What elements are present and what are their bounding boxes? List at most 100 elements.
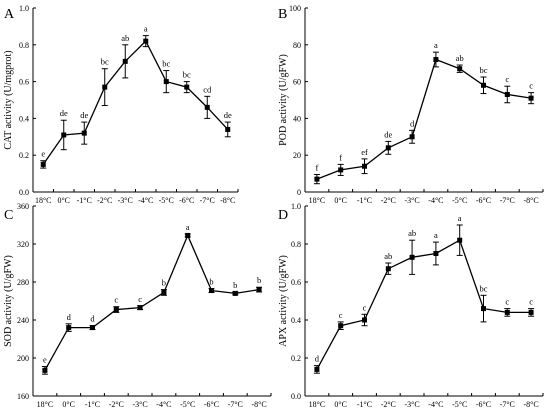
x-tick-label: -4°C xyxy=(428,400,443,409)
data-point xyxy=(504,91,510,97)
x-tick-label: 0°C xyxy=(334,400,347,409)
x-tick-label: -3°C xyxy=(132,400,147,409)
significance-label: a xyxy=(434,230,438,240)
x-tick-label: -6°C xyxy=(476,196,491,205)
data-point xyxy=(314,366,320,372)
x-tick-label: -8°C xyxy=(523,196,538,205)
panel-letter: D xyxy=(278,208,288,223)
significance-label: bc xyxy=(101,57,109,67)
panel-d: D 0.0 0.2 0.4 0.6 0.8 1.0 18°C 0°C -1°C -2°C -3°C -4… xyxy=(278,202,544,409)
significance-label: ab xyxy=(121,33,129,43)
x-tick-label: -7°C xyxy=(200,196,215,205)
significance-label: c xyxy=(529,81,533,91)
data-point xyxy=(66,325,72,331)
y-tick-label: 80 xyxy=(293,41,301,50)
data-point xyxy=(161,289,167,295)
data-point xyxy=(81,130,87,136)
x-tick-label: 18°C xyxy=(35,196,52,205)
x-tick-label: -2°C xyxy=(381,196,396,205)
y-tick-label: 0.8 xyxy=(19,41,29,50)
y-tick-label: 240 xyxy=(17,316,29,325)
data-point xyxy=(362,317,367,323)
significance-label: de xyxy=(224,110,232,120)
x-tick-label: -7°C xyxy=(500,196,515,205)
y-tick-label: 20 xyxy=(293,151,301,160)
data-point xyxy=(204,104,210,110)
significance-label: d xyxy=(90,314,95,324)
significance-label: ab xyxy=(384,251,392,261)
y-tick-label: 0.0 xyxy=(19,188,29,197)
data-point xyxy=(113,307,119,313)
y-tick-label: 1.0 xyxy=(19,4,29,13)
data-point xyxy=(225,126,231,132)
significance-label: a xyxy=(186,222,190,232)
x-tick-label: 0°C xyxy=(334,196,347,205)
y-tick-label: 1.0 xyxy=(291,202,301,211)
x-tick-label: -6°C xyxy=(179,196,194,205)
x-tick-label: 0°C xyxy=(62,400,75,409)
significance-label: e xyxy=(43,355,47,365)
significance-label: bc xyxy=(479,283,487,293)
significance-label: f xyxy=(339,152,342,162)
x-tick-label: -8°C xyxy=(220,196,235,205)
data-point xyxy=(385,145,391,151)
significance-label: e xyxy=(41,149,45,159)
data-point xyxy=(40,161,46,167)
significance-label: bc xyxy=(162,59,170,69)
x-tick-label: 18°C xyxy=(309,400,326,409)
data-point xyxy=(385,266,391,272)
y-tick-label: 60 xyxy=(293,78,301,87)
y-tick-label: 160 xyxy=(17,392,29,401)
y-tick-label: 0.8 xyxy=(291,240,301,249)
significance-label: ab xyxy=(408,228,416,238)
data-point xyxy=(338,167,344,173)
data-point xyxy=(42,367,48,373)
significance-label: a xyxy=(144,24,148,34)
y-axis-title: POD activity (U/gFW) xyxy=(278,54,289,146)
significance-label: b xyxy=(233,280,237,290)
x-tick-label: -1°C xyxy=(85,400,100,409)
y-tick-label: 360 xyxy=(17,202,29,211)
data-point xyxy=(481,82,486,88)
y-tick-label: 40 xyxy=(293,114,301,123)
x-tick-label: -4°C xyxy=(156,400,171,409)
x-tick-label: -2°C xyxy=(381,400,396,409)
significance-label: c xyxy=(505,74,509,84)
series-line xyxy=(44,233,260,371)
data-point xyxy=(528,95,534,101)
y-tick-label: 0.4 xyxy=(291,316,301,325)
x-tick-label: -2°C xyxy=(97,196,112,205)
data-point xyxy=(457,66,463,72)
x-tick-label: -2°C xyxy=(109,400,124,409)
x-tick-label: -1°C xyxy=(77,196,92,205)
panel-letter: C xyxy=(4,208,13,223)
x-tick-label: -6°C xyxy=(204,400,219,409)
significance-label: c xyxy=(339,310,343,320)
x-tick-label: -5°C xyxy=(452,196,467,205)
data-point xyxy=(433,251,439,256)
x-tick-label: -4°C xyxy=(138,196,153,205)
significance-label: d xyxy=(67,312,72,322)
y-tick-label: 0.6 xyxy=(291,278,301,287)
significance-label: d xyxy=(315,354,320,364)
y-tick-label: 0.6 xyxy=(19,78,29,87)
series-line xyxy=(316,239,532,370)
significance-label: de xyxy=(80,110,88,120)
x-tick-label: -1°C xyxy=(357,400,372,409)
data-point xyxy=(433,57,439,63)
data-point xyxy=(209,288,214,294)
data-point xyxy=(61,132,67,138)
significance-label: a xyxy=(434,40,438,50)
x-tick-label: -8°C xyxy=(523,400,538,409)
y-tick-label: 280 xyxy=(17,278,29,287)
significance-label: a xyxy=(458,213,462,223)
x-tick-label: -8°C xyxy=(251,400,266,409)
significance-label: b xyxy=(162,278,166,288)
significance-label: b xyxy=(209,277,213,287)
y-tick-label: 200 xyxy=(17,354,29,363)
x-tick-label: -4°C xyxy=(428,196,443,205)
x-tick-label: 0°C xyxy=(57,196,70,205)
significance-label: ef xyxy=(361,147,368,157)
y-axis-title: SOD activity (U/gFW) xyxy=(3,255,14,347)
